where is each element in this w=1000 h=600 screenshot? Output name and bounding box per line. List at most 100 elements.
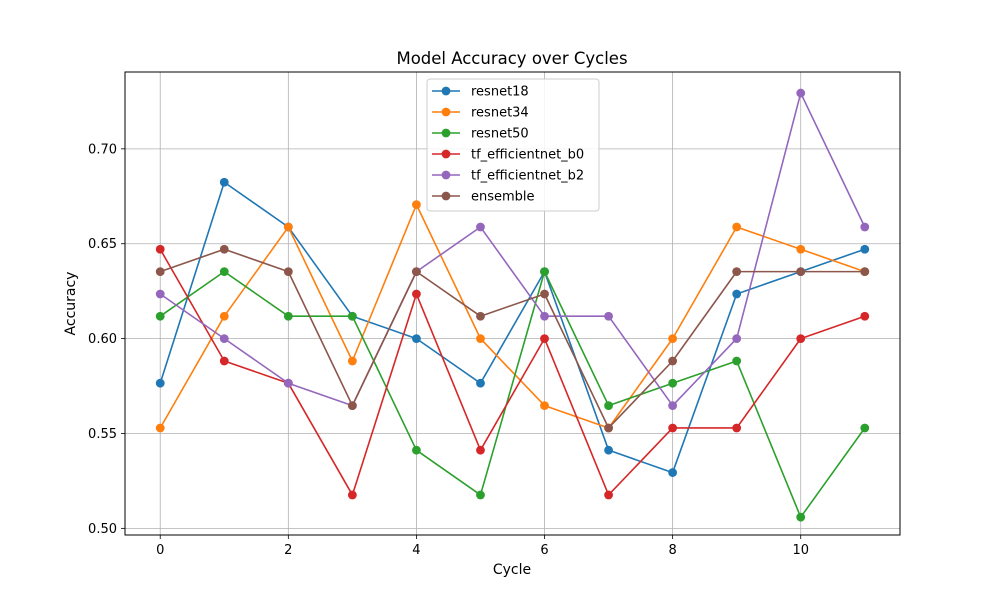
data-point <box>155 289 165 299</box>
x-tick-label: 8 <box>668 543 676 558</box>
legend-marker <box>441 86 451 96</box>
data-point <box>283 311 293 321</box>
data-point <box>219 311 229 321</box>
data-point <box>283 267 293 277</box>
data-point <box>155 423 165 433</box>
data-point <box>219 356 229 366</box>
legend-box <box>426 78 600 212</box>
x-tick-label: 2 <box>284 543 292 558</box>
series-line <box>159 248 865 429</box>
data-point <box>860 423 870 433</box>
data-point <box>219 244 229 254</box>
data-point <box>540 267 549 277</box>
legend-marker <box>441 149 451 159</box>
legend-item: ensemble <box>432 190 535 205</box>
data-point <box>476 445 485 455</box>
data-point <box>412 200 421 210</box>
series-line <box>159 248 866 496</box>
data-point <box>604 423 613 433</box>
y-tick-label: 0.55 <box>88 427 117 442</box>
chart-title: Model Accuracy over Cycles <box>396 49 627 68</box>
data-point <box>155 311 165 321</box>
data-point <box>732 222 742 232</box>
y-axis: 0.50 0.55 0.60 0.65 0.70 <box>88 142 125 537</box>
legend-item: resnet50 <box>432 127 529 142</box>
data-point <box>219 177 229 187</box>
data-point <box>540 401 549 410</box>
data-point <box>668 378 678 388</box>
legend-label: tf_efficientnet_b0 <box>471 148 584 163</box>
data-point <box>860 267 870 277</box>
data-point <box>604 401 613 410</box>
data-point <box>668 356 678 366</box>
series-line <box>159 92 866 407</box>
y-tick-label: 0.60 <box>88 332 117 347</box>
legend-marker <box>441 170 451 180</box>
data-point <box>732 267 742 277</box>
data-point <box>604 445 613 455</box>
y-tick-label: 0.65 <box>88 237 117 252</box>
series-ensemble <box>155 244 870 433</box>
x-tick-label: 4 <box>412 543 420 558</box>
series-line <box>159 270 866 518</box>
data-point <box>476 490 485 500</box>
legend-label: resnet50 <box>471 127 529 142</box>
data-point <box>155 378 165 388</box>
data-point <box>796 244 806 254</box>
legend-item: tf_efficientnet_b0 <box>432 148 584 163</box>
data-point <box>732 334 742 344</box>
x-tick-label: 0 <box>156 543 164 558</box>
data-point <box>283 378 293 388</box>
legend-item: resnet34 <box>432 106 529 121</box>
data-point <box>796 88 806 98</box>
x-axis: 0 2 4 6 8 10 <box>156 535 809 558</box>
data-point <box>860 311 870 321</box>
data-point <box>476 222 485 232</box>
data-point <box>155 267 165 277</box>
legend-label: ensemble <box>471 190 535 205</box>
x-tick-label: 10 <box>792 543 809 558</box>
series-resnet50 <box>155 267 870 522</box>
legend-marker <box>441 128 451 138</box>
data-point <box>860 244 870 254</box>
data-point <box>219 334 229 344</box>
plot-area-frame <box>124 71 901 536</box>
y-tick-label: 0.70 <box>88 142 117 157</box>
legend-label: resnet18 <box>471 85 529 100</box>
data-point <box>540 334 549 344</box>
data-point <box>155 244 165 254</box>
legend-marker <box>441 107 451 117</box>
data-point <box>540 289 549 299</box>
y-axis-title: Accuracy <box>63 272 79 336</box>
legend-label: resnet34 <box>471 106 529 121</box>
data-point <box>668 423 678 433</box>
data-point <box>540 311 549 321</box>
series-tf-efficientnet-b0 <box>155 244 870 500</box>
legend-label: tf_efficientnet_b2 <box>471 169 584 184</box>
data-point <box>347 490 357 500</box>
legend-marker <box>441 191 451 201</box>
data-point <box>412 289 421 299</box>
data-point <box>476 378 485 388</box>
series-resnet34 <box>155 200 870 433</box>
data-point <box>219 267 229 277</box>
data-point <box>668 334 678 344</box>
data-point <box>732 289 742 299</box>
y-tick-label: 0.50 <box>88 522 117 537</box>
series-line <box>159 181 866 474</box>
data-point <box>412 334 421 344</box>
series-resnet18 <box>155 177 870 477</box>
data-point <box>668 468 678 477</box>
legend: resnet18 resnet34 resnet50 tf_efficientnet_… <box>426 78 600 212</box>
data-point <box>604 311 613 321</box>
data-point <box>283 222 293 232</box>
data-point <box>604 490 613 500</box>
series-line <box>159 203 866 429</box>
data-point <box>412 267 421 277</box>
data-point <box>796 334 806 344</box>
data-point <box>796 267 806 277</box>
legend-item: tf_efficientnet_b2 <box>432 169 584 184</box>
data-point <box>476 311 485 321</box>
data-point <box>476 334 485 344</box>
